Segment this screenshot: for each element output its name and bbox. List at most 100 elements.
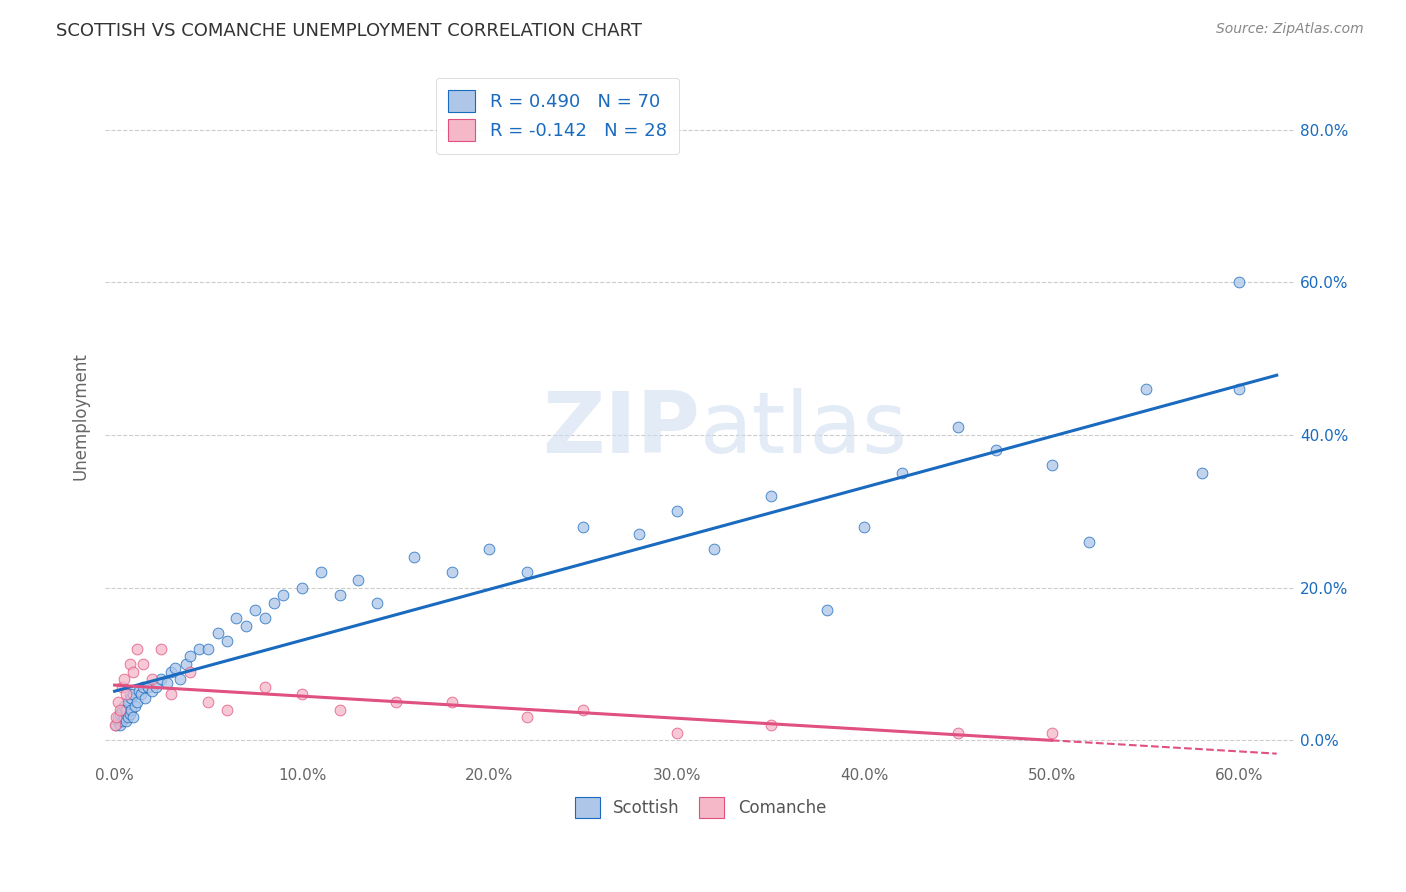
Point: [179, 665, 201, 679]
Point: [478, 542, 501, 557]
Text: atlas: atlas: [700, 388, 908, 471]
Point: [107, 714, 129, 728]
Point: [141, 672, 163, 686]
Point: [1191, 466, 1213, 480]
Point: [122, 710, 145, 724]
Point: [118, 688, 141, 702]
Point: [271, 588, 294, 602]
Point: [105, 710, 128, 724]
Point: [136, 680, 159, 694]
Point: [114, 714, 136, 728]
Point: [1040, 725, 1063, 739]
Text: SCOTTISH VS COMANCHE UNEMPLOYMENT CORRELATION CHART: SCOTTISH VS COMANCHE UNEMPLOYMENT CORREL…: [56, 22, 643, 40]
Point: [263, 596, 285, 610]
Point: [120, 703, 142, 717]
Point: [118, 657, 141, 671]
Point: [141, 683, 163, 698]
Point: [169, 672, 191, 686]
Point: [117, 695, 139, 709]
Point: [118, 706, 141, 721]
Point: [145, 680, 167, 694]
Point: [253, 611, 276, 625]
Point: [759, 489, 782, 503]
Point: [309, 566, 332, 580]
Text: Source: ZipAtlas.com: Source: ZipAtlas.com: [1216, 22, 1364, 37]
Point: [815, 603, 838, 617]
Point: [628, 527, 651, 541]
Point: [890, 466, 912, 480]
Text: ZIP: ZIP: [543, 388, 700, 471]
Point: [572, 703, 595, 717]
Point: [1078, 534, 1101, 549]
Point: [215, 703, 238, 717]
Point: [131, 680, 153, 694]
Point: [112, 710, 135, 724]
Point: [440, 566, 463, 580]
Legend: Scottish, Comanche: Scottish, Comanche: [568, 790, 832, 824]
Point: [187, 641, 209, 656]
Point: [150, 672, 173, 686]
Point: [572, 519, 595, 533]
Point: [159, 665, 181, 679]
Point: [117, 710, 139, 724]
Y-axis label: Unemployment: Unemployment: [72, 351, 89, 480]
Point: [291, 688, 314, 702]
Point: [107, 710, 129, 724]
Point: [253, 680, 276, 694]
Point: [207, 626, 229, 640]
Point: [156, 676, 179, 690]
Point: [665, 504, 688, 518]
Point: [174, 657, 197, 671]
Point: [1040, 458, 1063, 473]
Point: [120, 691, 142, 706]
Point: [159, 688, 181, 702]
Point: [134, 691, 156, 706]
Point: [163, 661, 186, 675]
Point: [128, 683, 150, 698]
Point: [125, 695, 148, 709]
Point: [1227, 382, 1250, 396]
Point: [1227, 275, 1250, 289]
Point: [440, 695, 463, 709]
Point: [703, 542, 725, 557]
Point: [111, 680, 134, 694]
Point: [946, 725, 969, 739]
Point: [124, 698, 146, 713]
Point: [108, 718, 131, 732]
Point: [112, 672, 135, 686]
Point: [366, 596, 388, 610]
Point: [243, 603, 266, 617]
Point: [125, 641, 148, 656]
Point: [197, 695, 219, 709]
Point: [347, 573, 370, 587]
Point: [197, 641, 219, 656]
Point: [853, 519, 876, 533]
Point: [225, 611, 247, 625]
Point: [328, 703, 350, 717]
Point: [122, 665, 145, 679]
Point: [105, 718, 128, 732]
Point: [108, 703, 131, 717]
Point: [235, 618, 257, 632]
Point: [946, 420, 969, 434]
Point: [1135, 382, 1157, 396]
Point: [328, 588, 350, 602]
Point: [131, 657, 153, 671]
Point: [291, 581, 314, 595]
Point: [150, 641, 173, 656]
Point: [404, 549, 426, 564]
Point: [111, 714, 134, 728]
Point: [129, 688, 152, 702]
Point: [759, 718, 782, 732]
Point: [516, 710, 538, 724]
Point: [111, 703, 134, 717]
Point: [107, 695, 129, 709]
Point: [516, 566, 538, 580]
Point: [103, 718, 125, 732]
Point: [112, 698, 135, 713]
Point: [122, 688, 145, 702]
Point: [384, 695, 406, 709]
Point: [665, 725, 688, 739]
Point: [984, 443, 1007, 458]
Point: [114, 703, 136, 717]
